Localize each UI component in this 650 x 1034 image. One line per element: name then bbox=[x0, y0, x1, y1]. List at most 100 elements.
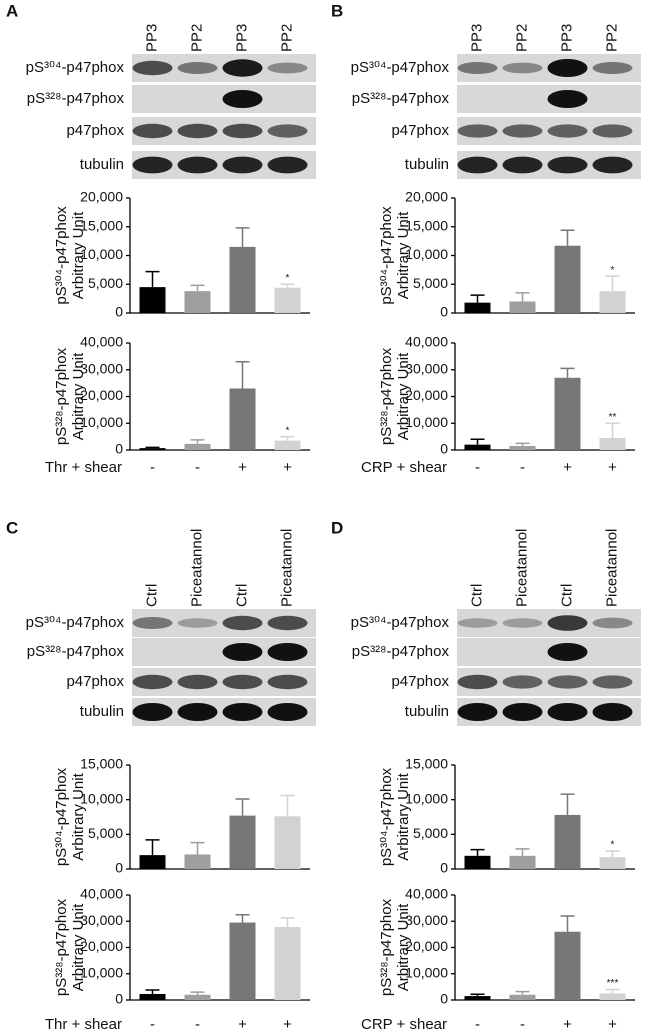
error-bar bbox=[515, 442, 530, 446]
significance-label: * bbox=[286, 425, 290, 436]
x-tick-label: + bbox=[563, 1016, 572, 1033]
x-tick-label: - bbox=[195, 1016, 200, 1033]
blot-row-label: pS³⁰⁴-p47phox bbox=[351, 614, 450, 631]
y-tick-label: 5,000 bbox=[413, 275, 448, 291]
bar bbox=[464, 855, 491, 869]
error-bar bbox=[605, 275, 620, 292]
lane-label: Piceatannol bbox=[513, 529, 530, 607]
blot-band bbox=[592, 62, 633, 74]
lane-label: PP3 bbox=[468, 24, 485, 52]
x-tick-label: - bbox=[520, 459, 525, 476]
x-axis-label: Thr + shear bbox=[45, 459, 122, 476]
blot-band bbox=[132, 617, 173, 629]
x-tick-label: - bbox=[150, 459, 155, 476]
bar bbox=[229, 388, 256, 450]
error-bar bbox=[145, 446, 160, 449]
bar bbox=[274, 816, 301, 869]
bar bbox=[554, 377, 581, 450]
y-tick-label: 20,000 bbox=[405, 938, 448, 954]
blot-row-label: p47phox bbox=[66, 673, 124, 690]
blot-band bbox=[132, 156, 173, 174]
error-bar bbox=[235, 798, 250, 816]
blot-band bbox=[222, 156, 263, 174]
blot-band bbox=[222, 674, 263, 690]
y-tick-label: 15,000 bbox=[405, 756, 448, 772]
error-bar bbox=[470, 848, 485, 856]
y-tick-label: 5,000 bbox=[88, 275, 123, 291]
blot-row-label: tubulin bbox=[405, 156, 449, 173]
error-bar bbox=[605, 422, 620, 438]
y-axis-label: Arbitrary Unit bbox=[395, 772, 412, 860]
blot-band bbox=[267, 615, 308, 631]
bar bbox=[229, 246, 256, 313]
x-tick-label: + bbox=[238, 1016, 247, 1033]
y-axis-label: pS³⁰⁴-p47phox bbox=[378, 206, 395, 305]
lane-label: Ctrl bbox=[233, 584, 250, 607]
blot-row-label: pS³²⁸-p47phox bbox=[27, 643, 125, 660]
blot-band bbox=[592, 617, 633, 629]
y-tick-label: 0 bbox=[440, 860, 448, 876]
blot-band bbox=[177, 123, 218, 139]
error-bar bbox=[190, 284, 205, 292]
blot-band bbox=[267, 124, 308, 138]
error-bar bbox=[145, 839, 160, 856]
error-bar bbox=[145, 270, 160, 288]
error-bar bbox=[280, 794, 295, 817]
error-bar bbox=[470, 294, 485, 303]
x-tick-label: + bbox=[608, 1016, 617, 1033]
error-bar bbox=[560, 229, 575, 246]
y-axis-label: pS³⁰⁴-p47phox bbox=[378, 767, 395, 866]
y-tick-label: 40,000 bbox=[80, 886, 123, 902]
blot-band bbox=[267, 643, 308, 661]
blot-band bbox=[132, 123, 173, 139]
lane-label: PP2 bbox=[603, 24, 620, 52]
blot-band bbox=[547, 675, 588, 689]
bar bbox=[464, 302, 491, 313]
bar bbox=[139, 287, 166, 313]
panel: B PP3 PP2 PP3 PP2 pS³⁰⁴-p47phox pS³²⁸-p47phox p… bbox=[331, 1, 641, 179]
lane-label: Piceatannol bbox=[603, 529, 620, 607]
x-tick-label: - bbox=[475, 459, 480, 476]
lane-label: PP3 bbox=[233, 24, 250, 52]
y-tick-label: 10,000 bbox=[405, 964, 448, 980]
error-bar bbox=[605, 988, 620, 994]
y-tick-label: 30,000 bbox=[405, 912, 448, 928]
y-axis-label: pS³²⁸-p47phox bbox=[378, 898, 395, 996]
y-tick-label: 10,000 bbox=[405, 246, 448, 262]
error-bar bbox=[280, 917, 295, 928]
x-tick-label: + bbox=[283, 459, 292, 476]
y-tick-label: 30,000 bbox=[80, 912, 123, 928]
bar bbox=[599, 291, 626, 313]
blot-band bbox=[457, 703, 498, 721]
blot-row-label: pS³²⁸-p47phox bbox=[352, 643, 450, 660]
y-axis-label: pS³⁰⁴-p47phox bbox=[53, 767, 70, 866]
panel: C Ctrl Piceatannol Ctrl Piceatannol pS³⁰⁴-p47… bbox=[6, 518, 316, 726]
bar-chart: pS³²⁸-p47phox Arbitrary Unit 0 10,000 20,000… bbox=[361, 886, 635, 1033]
y-tick-label: 15,000 bbox=[80, 217, 123, 233]
blot-row-label: p47phox bbox=[391, 122, 449, 139]
bar bbox=[554, 931, 581, 1000]
blot-band bbox=[177, 703, 218, 721]
blot-band bbox=[457, 618, 498, 628]
bar bbox=[139, 448, 166, 450]
panel: A PP3 PP2 PP3 PP2 pS³⁰⁴-p47phox pS³²⁸-p47phox p… bbox=[6, 1, 316, 179]
y-tick-label: 0 bbox=[115, 304, 123, 320]
y-tick-label: 10,000 bbox=[80, 414, 123, 430]
blot-band bbox=[457, 156, 498, 174]
bar bbox=[509, 994, 536, 1000]
blot-band bbox=[592, 703, 633, 721]
error-bar bbox=[470, 438, 485, 445]
bar-chart: pS³²⁸-p47phox Arbitrary Unit 0 10,000 20,000… bbox=[45, 334, 310, 476]
y-tick-label: 10,000 bbox=[405, 790, 448, 806]
blot-band bbox=[457, 62, 498, 74]
lane-label: Ctrl bbox=[468, 584, 485, 607]
error-bar bbox=[235, 227, 250, 247]
blot-row-label: p47phox bbox=[66, 122, 124, 139]
blot-band bbox=[132, 60, 173, 76]
significance-label: ** bbox=[609, 412, 617, 423]
bar bbox=[464, 996, 491, 1000]
bar bbox=[509, 301, 536, 313]
bar bbox=[274, 440, 301, 450]
bar bbox=[464, 444, 491, 450]
y-tick-label: 15,000 bbox=[80, 756, 123, 772]
